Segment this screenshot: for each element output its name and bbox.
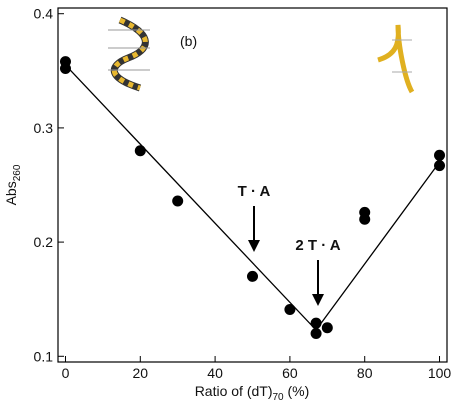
y-tick-label: 0.1 bbox=[34, 348, 54, 364]
point bbox=[321, 322, 333, 334]
x-label-sub: 70 bbox=[273, 392, 285, 403]
y-label-part: Abs bbox=[3, 181, 19, 205]
x-label-part: (%) bbox=[284, 383, 310, 399]
x-axis-label: Ratio of (dT)70 (%) bbox=[195, 383, 310, 403]
point bbox=[434, 149, 446, 161]
point bbox=[134, 145, 146, 157]
point bbox=[172, 195, 184, 207]
point bbox=[59, 63, 71, 75]
x-tick-label: 60 bbox=[282, 365, 298, 381]
annotation: 2 T · A bbox=[295, 237, 340, 254]
x-tick-label: 80 bbox=[357, 365, 373, 381]
x-tick-label: 20 bbox=[132, 365, 148, 381]
point bbox=[310, 327, 322, 339]
x-label-part: Ratio of (dT) bbox=[195, 383, 273, 399]
y-tick-label: 0.3 bbox=[34, 120, 54, 136]
point bbox=[247, 270, 258, 282]
point bbox=[310, 317, 322, 329]
y-tick-label: 0.4 bbox=[34, 6, 54, 22]
point bbox=[359, 213, 371, 225]
plot-frame bbox=[57, 7, 448, 363]
x-tick-label: 40 bbox=[207, 365, 223, 381]
y-label-sub: 260 bbox=[12, 164, 23, 181]
annotation: T · A bbox=[238, 183, 271, 200]
panel-label: (b) bbox=[180, 33, 197, 49]
fit-line bbox=[65, 64, 441, 332]
y-tick-label: 0.2 bbox=[34, 234, 54, 250]
helix-left bbox=[108, 16, 150, 92]
point bbox=[434, 160, 446, 172]
arrowhead bbox=[312, 294, 324, 306]
x-tick-label: 0 bbox=[62, 365, 70, 381]
x-tick-label: 100 bbox=[428, 365, 452, 381]
helix-right bbox=[377, 24, 415, 94]
point bbox=[284, 303, 296, 315]
y-axis-label: Abs260 bbox=[3, 164, 23, 205]
arrowhead bbox=[248, 240, 260, 252]
